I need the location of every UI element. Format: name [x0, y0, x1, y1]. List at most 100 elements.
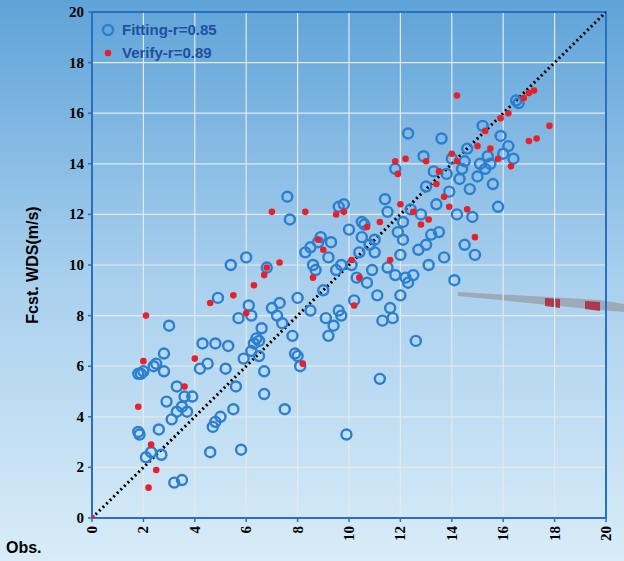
point [318, 285, 328, 295]
y-tick [88, 517, 92, 519]
x-tick [451, 518, 453, 522]
point [531, 87, 538, 94]
point [403, 278, 413, 288]
y-tick [88, 416, 92, 418]
point [487, 145, 494, 152]
y-tick [88, 163, 92, 165]
point [356, 274, 363, 281]
point [383, 207, 393, 217]
x-tick [400, 518, 402, 522]
point [397, 201, 404, 208]
point [146, 447, 156, 457]
point [210, 338, 220, 348]
series-1 [92, 87, 553, 518]
point [362, 278, 372, 288]
point [243, 310, 250, 317]
point [213, 293, 223, 303]
y-tick [88, 365, 92, 367]
y-tick [88, 264, 92, 266]
point [421, 182, 431, 192]
point [299, 360, 306, 367]
point [259, 366, 269, 376]
point [370, 235, 380, 245]
point [344, 225, 354, 235]
point [377, 219, 384, 226]
y-tick-label: 16 [69, 105, 85, 121]
point [503, 141, 513, 151]
point [177, 475, 187, 485]
point [372, 290, 382, 300]
point [187, 392, 197, 402]
point [295, 361, 305, 371]
point [277, 318, 287, 328]
point [228, 404, 238, 414]
legend: Fitting-r=0.85Verify-r=0.89 [103, 21, 217, 61]
point [454, 158, 461, 165]
point [411, 336, 421, 346]
point [159, 349, 169, 359]
point [449, 150, 456, 157]
point [138, 366, 148, 376]
point [436, 168, 443, 175]
point [441, 193, 448, 200]
point [470, 250, 480, 260]
point [282, 192, 292, 202]
point [485, 159, 495, 169]
point [497, 115, 504, 122]
point [216, 412, 226, 422]
point [364, 224, 371, 231]
point [275, 298, 285, 308]
point [311, 265, 321, 275]
point [263, 264, 270, 271]
grid-line-y [92, 315, 606, 316]
x-tick [194, 518, 196, 522]
point [221, 364, 231, 374]
y-tick [88, 315, 92, 317]
x-tick [605, 518, 607, 522]
point [406, 204, 416, 214]
point [388, 313, 398, 323]
point [285, 214, 295, 224]
point [92, 515, 95, 518]
series-0 [133, 96, 523, 488]
point [145, 484, 152, 491]
point [287, 331, 297, 341]
point [236, 445, 246, 455]
point [377, 316, 387, 326]
point [520, 95, 527, 102]
point [380, 194, 390, 204]
point [452, 209, 462, 219]
point [329, 321, 339, 331]
point [135, 430, 145, 440]
point [276, 259, 283, 266]
legend-marker [105, 50, 112, 57]
tick-labels: 0246810121416182002468101214161820 [69, 4, 614, 541]
point [261, 272, 268, 279]
point [387, 257, 394, 264]
point [203, 359, 213, 369]
point [526, 138, 533, 145]
reference-line [92, 12, 606, 518]
point [339, 199, 349, 209]
y-tick-label: 2 [77, 459, 85, 475]
grid-line-y [92, 467, 606, 468]
point [403, 128, 413, 138]
point [326, 237, 336, 247]
plot-frame [92, 12, 606, 518]
point [231, 381, 241, 391]
point [442, 169, 452, 179]
point [472, 234, 479, 241]
point [162, 397, 172, 407]
x-tick-label: 10 [341, 526, 357, 541]
x-tick-label: 16 [495, 526, 511, 542]
point [352, 273, 362, 283]
grid-line-y [92, 113, 606, 114]
grid-line-y [92, 214, 606, 215]
point [181, 383, 188, 390]
y-tick-label: 0 [77, 510, 85, 526]
point [230, 292, 237, 299]
grid [92, 12, 606, 518]
x-tick-label: 14 [444, 526, 460, 542]
point [398, 235, 408, 245]
point [254, 336, 264, 346]
